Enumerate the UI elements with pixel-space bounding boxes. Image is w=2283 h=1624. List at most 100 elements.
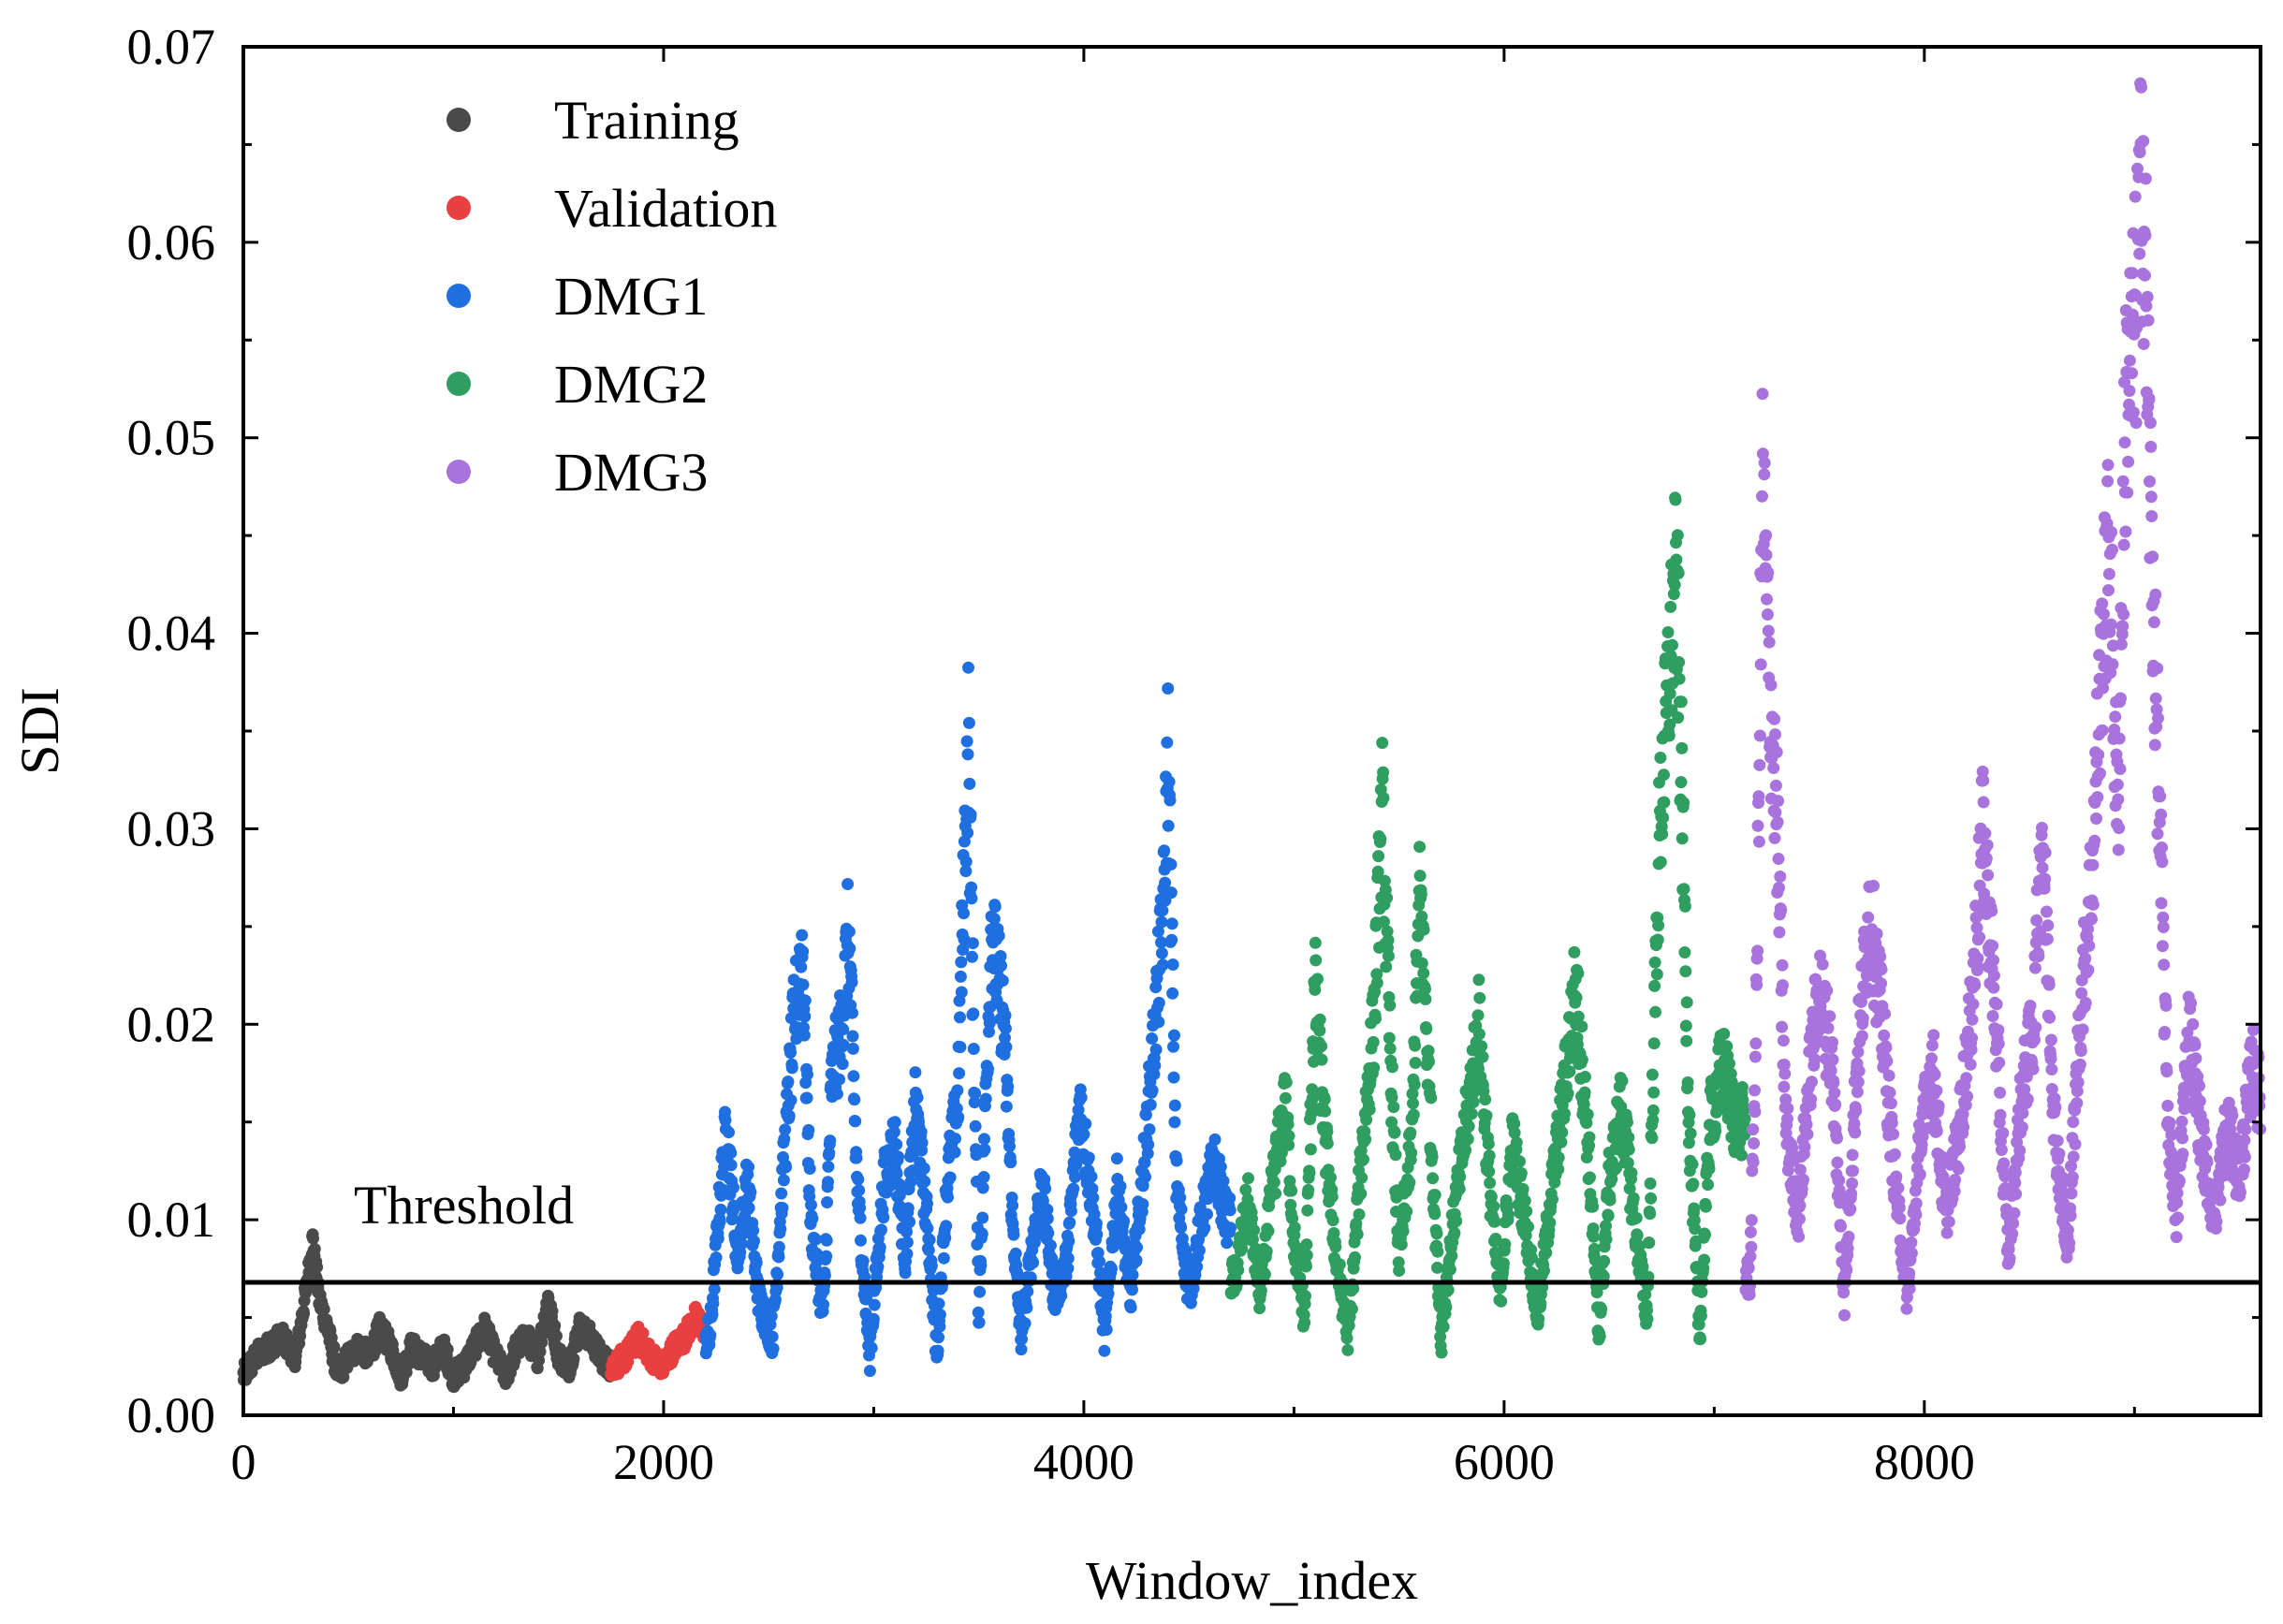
- data-point: [1967, 998, 1980, 1011]
- data-point: [1824, 1064, 1837, 1077]
- data-point: [1563, 1065, 1576, 1078]
- data-point: [727, 1181, 739, 1194]
- data-point: [2067, 1116, 2080, 1129]
- data-point: [1875, 963, 1888, 976]
- data-point: [2201, 1156, 2214, 1169]
- data-point: [1646, 1132, 1659, 1145]
- data-point: [1875, 977, 1888, 990]
- data-point: [1822, 1021, 1835, 1034]
- data-point: [710, 1251, 723, 1264]
- data-point: [742, 1201, 755, 1214]
- data-point: [2039, 872, 2052, 885]
- data-point: [1678, 946, 1691, 958]
- data-point: [1397, 1224, 1410, 1237]
- data-point: [1702, 1178, 1715, 1192]
- y-axis-title: SDI: [9, 687, 70, 774]
- data-point: [2009, 1177, 2022, 1190]
- data-point: [744, 1186, 757, 1198]
- data-point: [1846, 1177, 1859, 1190]
- data-point: [2041, 932, 2054, 945]
- data-point: [1156, 958, 1169, 972]
- x-tick-label: 2000: [613, 1434, 714, 1490]
- data-point: [777, 1174, 790, 1187]
- data-point: [968, 1096, 981, 1109]
- data-point: [1747, 1123, 1760, 1136]
- data-point: [1313, 1013, 1326, 1026]
- data-point: [817, 1298, 830, 1311]
- data-point: [2144, 475, 2156, 488]
- data-point: [2133, 247, 2146, 260]
- data-point: [2045, 1063, 2058, 1075]
- data-point: [748, 1235, 760, 1248]
- data-point: [2155, 808, 2168, 821]
- data-point: [1239, 1183, 1252, 1196]
- data-point: [1450, 1215, 1463, 1227]
- data-point: [1597, 1270, 1610, 1282]
- data-point: [1844, 1203, 1857, 1216]
- data-point: [1778, 1067, 1792, 1080]
- data-point: [2006, 1227, 2019, 1240]
- data-point: [2140, 300, 2153, 313]
- data-point: [1258, 1268, 1271, 1280]
- data-point: [837, 1023, 850, 1036]
- data-point: [2106, 658, 2119, 671]
- data-point: [1772, 853, 1785, 865]
- data-point: [2106, 543, 2118, 556]
- data-point: [979, 1092, 992, 1105]
- data-point: [1164, 886, 1178, 900]
- data-point: [2156, 940, 2169, 953]
- data-point: [1480, 1109, 1493, 1122]
- data-point: [917, 1162, 930, 1175]
- data-point: [1061, 1262, 1075, 1275]
- data-point: [1850, 1105, 1863, 1118]
- data-point: [1753, 758, 1766, 771]
- data-point: [2096, 597, 2109, 610]
- data-point: [1675, 776, 1688, 789]
- data-point: [1997, 1127, 2010, 1139]
- data-point: [1027, 1256, 1040, 1269]
- data-point: [1776, 958, 1789, 972]
- data-point: [969, 1119, 982, 1133]
- data-point: [921, 1197, 933, 1210]
- data-point: [1630, 1211, 1643, 1224]
- data-point: [1881, 1055, 1894, 1068]
- data-point: [1925, 1039, 1939, 1052]
- data-point: [1973, 930, 1986, 944]
- data-point: [1368, 1061, 1381, 1075]
- data-point: [1829, 1098, 1842, 1111]
- data-point: [1434, 1330, 1447, 1343]
- data-point: [1793, 1212, 1806, 1225]
- data-point: [1476, 1050, 1489, 1063]
- data-point: [1647, 1037, 1661, 1050]
- data-point: [1622, 1131, 1635, 1144]
- data-point: [2111, 778, 2124, 791]
- data-point: [795, 960, 808, 973]
- data-point: [1179, 1245, 1193, 1258]
- legend-label-training: Training: [554, 90, 739, 151]
- data-point: [1350, 1217, 1363, 1230]
- data-point: [1684, 1127, 1697, 1140]
- data-point: [1475, 1040, 1488, 1053]
- data-point: [909, 1066, 922, 1079]
- data-point: [1840, 1264, 1853, 1277]
- data-point: [1082, 1151, 1095, 1164]
- data-point: [1764, 679, 1778, 692]
- data-point: [2119, 525, 2132, 538]
- data-point: [2036, 822, 2048, 834]
- data-point: [1126, 1283, 1138, 1296]
- data-point: [2144, 417, 2157, 430]
- data-point: [992, 929, 1005, 943]
- data-point: [1319, 1105, 1332, 1118]
- data-point: [2129, 417, 2143, 430]
- data-point: [1752, 835, 1765, 848]
- data-point: [1995, 1144, 2008, 1156]
- data-point: [1688, 1202, 1701, 1215]
- data-point: [1677, 797, 1690, 810]
- data-point: [1380, 960, 1393, 973]
- data-point: [1760, 549, 1773, 562]
- data-point: [1575, 1053, 1588, 1066]
- data-point: [1495, 1295, 1508, 1308]
- data-point: [1966, 1031, 1979, 1045]
- data-point: [1600, 1220, 1612, 1233]
- data-point: [972, 1306, 985, 1319]
